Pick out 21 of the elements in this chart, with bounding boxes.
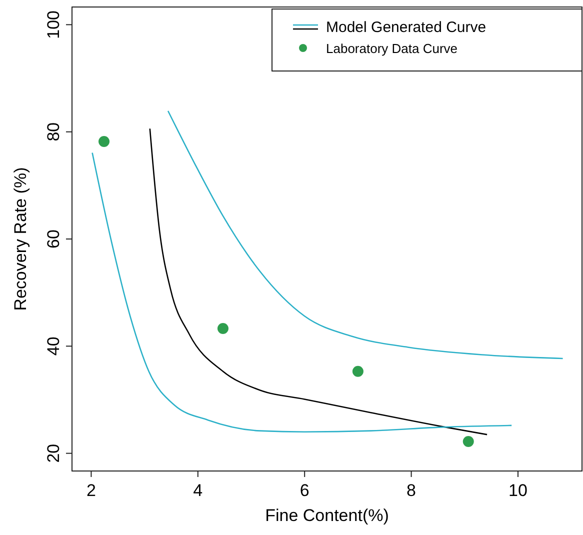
legend-label: Laboratory Data Curve xyxy=(326,41,458,56)
x-tick-label: 8 xyxy=(406,481,416,500)
x-axis-title: Fine Content(%) xyxy=(265,506,389,525)
y-tick-label: 40 xyxy=(44,336,63,356)
y-tick-label: 60 xyxy=(44,230,63,248)
y-tick-label: 100 xyxy=(44,10,63,39)
point xyxy=(462,436,474,448)
y-tick-label: 20 xyxy=(44,444,63,463)
line-series xyxy=(167,110,564,360)
y-tick-label: 80 xyxy=(44,122,63,142)
x-tick-label: 2 xyxy=(86,481,96,500)
point xyxy=(98,136,110,147)
point xyxy=(352,366,364,377)
x-tick-label: 4 xyxy=(193,481,203,500)
y-axis-title: Recovery Rate (%) xyxy=(11,167,30,311)
legend-label: Model Generated Curve xyxy=(326,19,486,36)
line-series xyxy=(149,128,488,436)
line-series xyxy=(92,152,512,433)
point xyxy=(217,322,228,334)
x-tick-label: 6 xyxy=(300,481,310,500)
x-tick-label: 10 xyxy=(508,481,528,500)
